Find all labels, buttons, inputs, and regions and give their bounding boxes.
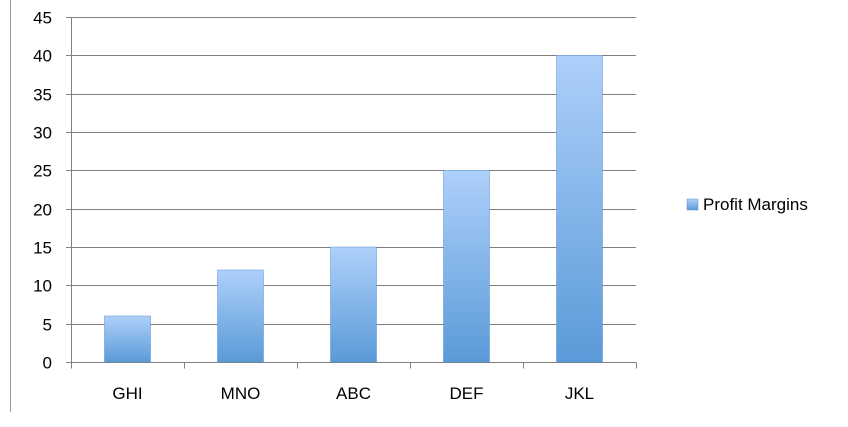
y-tick-label: 25 [33, 162, 52, 181]
y-axis: 0 5 10 15 20 25 30 35 40 45 [33, 9, 72, 373]
bar-def [443, 170, 490, 363]
y-tick-label: 5 [43, 316, 52, 335]
y-tick-label: 30 [33, 124, 52, 143]
legend: Profit Margins [686, 195, 808, 214]
y-tick-label: 15 [33, 239, 52, 258]
legend-swatch [686, 198, 699, 211]
bar-ghi [104, 315, 151, 363]
x-tick-label: ABC [336, 384, 371, 403]
y-tick-label: 10 [33, 277, 52, 296]
bar-mno [217, 269, 264, 363]
bar-abc [330, 246, 377, 363]
x-tick-label: DEF [450, 384, 484, 403]
y-tick-label: 45 [33, 9, 52, 28]
y-tick-label: 35 [33, 86, 52, 105]
bars [104, 55, 603, 363]
y-tick-label: 0 [43, 354, 52, 373]
x-axis: GHI MNO ABC DEF JKL [71, 362, 637, 403]
gridlines [71, 17, 636, 325]
bar-jkl [556, 55, 603, 363]
x-tick-label: MNO [221, 384, 261, 403]
x-tick-label: JKL [565, 384, 594, 403]
y-tick-label: 40 [33, 47, 52, 66]
y-tick-label: 20 [33, 201, 52, 220]
legend-label: Profit Margins [703, 195, 808, 214]
x-tick-label: GHI [112, 384, 142, 403]
